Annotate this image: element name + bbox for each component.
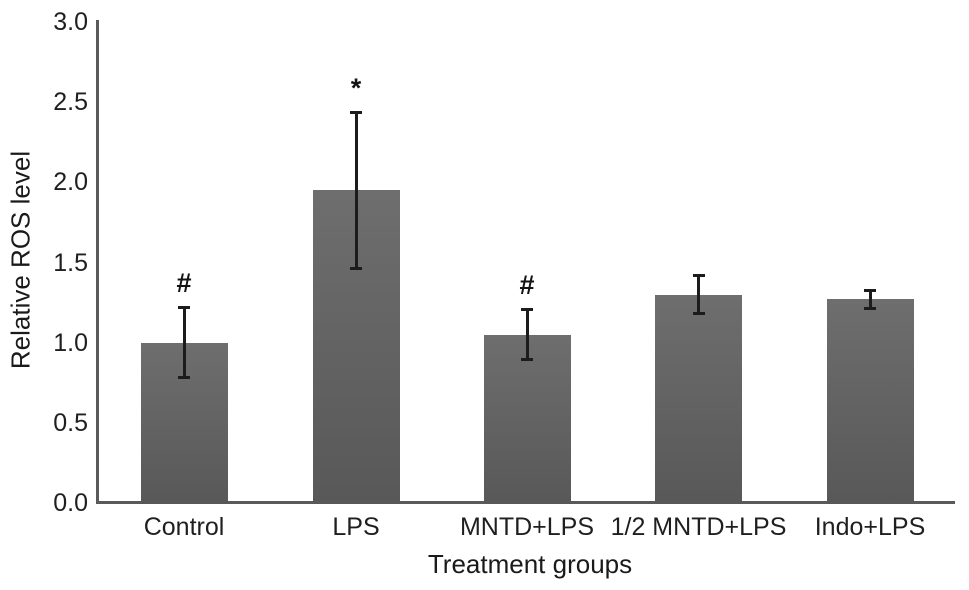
error-bar-cap-bottom (350, 266, 362, 270)
y-tick-label: 0.5 (53, 408, 88, 437)
error-bar-line (354, 111, 358, 269)
x-category-label: Indo+LPS (814, 513, 926, 541)
x-axis-title: Treatment groups (427, 549, 633, 579)
error-bar-cap-top (692, 274, 705, 278)
error-bar-cap-bottom (692, 311, 705, 315)
error-bar-cap-top (864, 288, 876, 292)
significance-annotation: * (350, 72, 362, 103)
x-category-label: LPS (332, 513, 380, 541)
significance-annotation: # (176, 268, 192, 299)
bar-mntd-lps (483, 334, 571, 504)
error-bar-cap-top (521, 307, 533, 311)
y-tick-label: 2.0 (53, 168, 88, 197)
x-category-label: 1/2 MNTD+LPS (610, 513, 787, 541)
y-tick-label: 2.5 (53, 88, 88, 117)
error-bar-line (525, 308, 529, 361)
error-bar-cap-bottom (521, 358, 533, 362)
error-bar-line (182, 307, 186, 378)
y-tick-label: 1.5 (53, 248, 88, 277)
y-tick-label: 0.0 (53, 489, 88, 517)
significance-annotation: # (519, 269, 535, 300)
error-bar-cap-bottom (178, 375, 190, 379)
x-category-label: Control (143, 513, 225, 541)
error-bar-line (697, 275, 700, 314)
error-bar-cap-bottom (864, 306, 876, 310)
y-tick-label: 3.0 (53, 8, 88, 36)
x-category-label: MNTD+LPS (459, 513, 595, 541)
error-bar-cap-top (178, 306, 190, 310)
y-axis-line (96, 20, 99, 504)
error-bar-line (868, 289, 872, 309)
bar-1-2-mntd-lps (655, 294, 742, 504)
error-bar-cap-top (350, 110, 362, 114)
bar-indo-lps (826, 299, 914, 504)
y-tick-label: 1.0 (53, 328, 88, 357)
